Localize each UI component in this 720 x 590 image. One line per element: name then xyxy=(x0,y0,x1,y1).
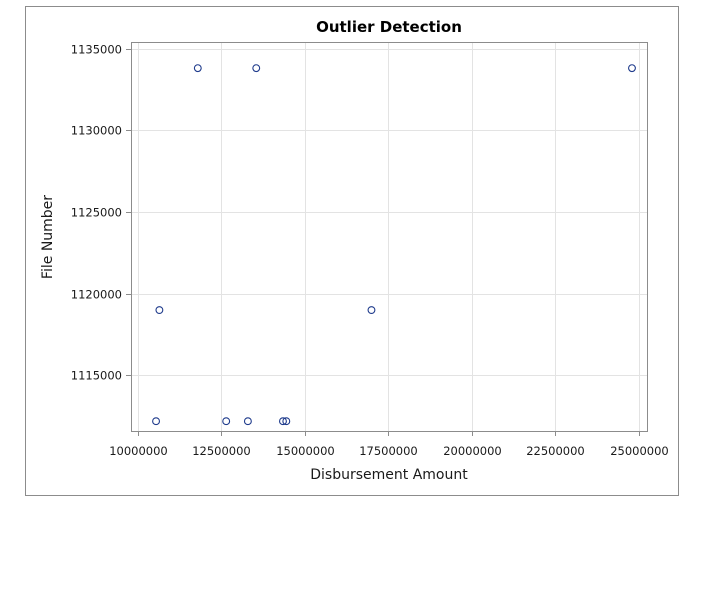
x-tick-label: 25000000 xyxy=(610,444,669,458)
y-tick-label: 1135000 xyxy=(71,43,122,57)
chart-title: Outlier Detection xyxy=(316,18,462,36)
data-point xyxy=(155,306,164,315)
gridlines xyxy=(131,42,647,431)
x-tick-label: 15000000 xyxy=(276,444,335,458)
data-point xyxy=(193,64,202,73)
y-tick-label: 1130000 xyxy=(71,124,122,138)
data-point xyxy=(367,306,376,315)
plot-area xyxy=(131,42,648,432)
figure-border xyxy=(25,6,679,496)
data-point xyxy=(243,417,252,426)
x-tick-label: 22500000 xyxy=(526,444,585,458)
y-tick-label: 1120000 xyxy=(71,288,122,302)
y-axis: 1115000 1120000 1125000 1130000 1135000 xyxy=(71,43,131,383)
data-point xyxy=(628,64,636,73)
data-point xyxy=(252,64,261,73)
y-tick-label: 1115000 xyxy=(71,369,122,383)
data-points xyxy=(152,64,636,426)
x-axis-label: Disbursement Amount xyxy=(310,467,468,483)
y-axis-label: File Number xyxy=(40,195,56,279)
data-point xyxy=(152,417,160,426)
data-point xyxy=(279,417,287,426)
x-tick-label: 17500000 xyxy=(359,444,418,458)
x-tick-label: 20000000 xyxy=(443,444,502,458)
y-tick-label: 1125000 xyxy=(71,206,122,220)
x-axis: 10000000 12500000 15000000 17500000 20000000… xyxy=(109,431,669,458)
data-point xyxy=(282,417,291,426)
data-point xyxy=(222,417,231,426)
x-tick-label: 12500000 xyxy=(192,444,251,458)
x-tick-label: 10000000 xyxy=(109,444,168,458)
